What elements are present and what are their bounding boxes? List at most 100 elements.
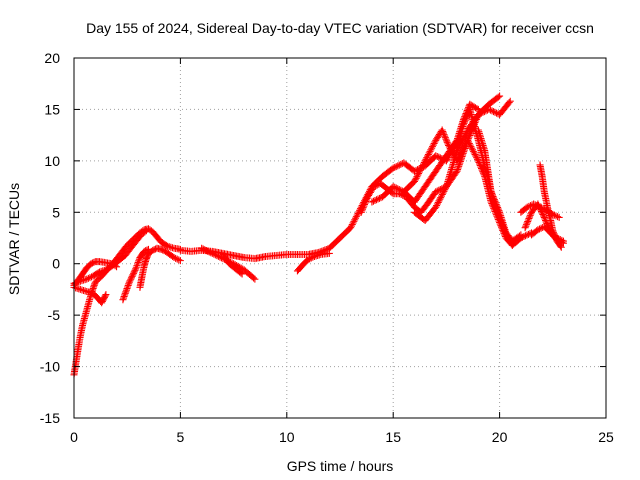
data-point [466,130,474,138]
data-point [392,163,400,171]
data-point [214,252,222,260]
data-point [358,207,366,215]
data-point [491,108,499,116]
data-point [125,278,133,286]
data-point [469,147,477,155]
data-point [493,202,501,210]
data-point [438,190,446,198]
data-point [526,202,534,210]
series-sat-s [528,223,567,245]
data-point [362,196,370,204]
data-point [436,195,444,203]
data-point [448,148,456,156]
data-point [394,185,402,193]
data-point [441,132,449,140]
data-point [488,189,496,197]
data-point [350,217,358,225]
data-point [524,216,532,224]
data-point [522,221,530,229]
data-point [122,288,130,296]
data-point [175,256,183,264]
data-point [121,289,129,297]
data-point [135,257,143,265]
data-point [130,268,138,276]
data-point [434,198,442,206]
data-point [449,149,457,157]
data-point [447,146,455,154]
data-point [306,255,314,263]
data-point [556,236,564,244]
data-point [416,166,424,174]
data-point [476,110,484,118]
data-point [128,272,136,280]
data-point [440,187,448,195]
data-point [536,225,543,233]
data-point [102,291,110,299]
series-sat-i [219,250,246,278]
data-point [119,296,127,304]
data-point [389,183,397,191]
x-tick-label: 5 [177,429,185,445]
data-point [362,197,370,205]
data-point [347,222,355,230]
data-point [556,242,564,250]
data-point [127,275,135,283]
data-point [120,294,128,302]
x-tick-label: 25 [598,429,614,445]
data-point [432,203,440,211]
data-point [437,192,445,200]
series-sat-p [474,126,525,245]
data-point [450,151,458,159]
data-point [487,188,495,196]
data-point [473,154,481,162]
data-point [446,145,454,153]
data-point [419,160,427,168]
data-point [472,152,480,160]
data-point [554,213,562,221]
y-axis-label: SDTVAR / TECUs [6,183,22,295]
data-point [534,226,542,234]
data-point [213,252,221,260]
data-point [550,211,558,219]
data-point [435,197,443,205]
data-point [352,214,360,222]
data-point [199,245,207,253]
data-point [198,244,206,252]
data-point [523,219,531,227]
data-point [418,163,426,171]
data-point [250,274,258,282]
data-point [411,176,419,184]
data-point [201,246,209,254]
data-point [489,192,497,200]
data-point [552,212,560,220]
data-point [84,274,92,282]
data-point [424,152,432,160]
data-point [559,237,567,245]
data-point [539,205,547,213]
data-point [553,234,561,242]
data-point [391,183,399,191]
data-point [466,141,474,149]
data-point [141,228,149,236]
data-point [410,177,418,185]
data-point [307,254,315,262]
data-point [496,92,504,100]
data-point [460,148,468,156]
data-point [435,186,443,194]
data-point [527,210,535,218]
data-point [444,140,452,148]
data-point [461,116,469,124]
data-point [467,143,475,151]
x-tick-label: 15 [385,429,401,445]
data-point [485,105,493,113]
data-point [454,164,462,172]
data-point [134,258,142,266]
data-point [424,151,432,159]
data-point [453,167,461,175]
data-point [134,260,142,268]
data-point [460,119,468,127]
data-point [490,196,498,204]
data-point [443,137,451,145]
data-point [458,154,466,162]
data-point [469,146,477,154]
